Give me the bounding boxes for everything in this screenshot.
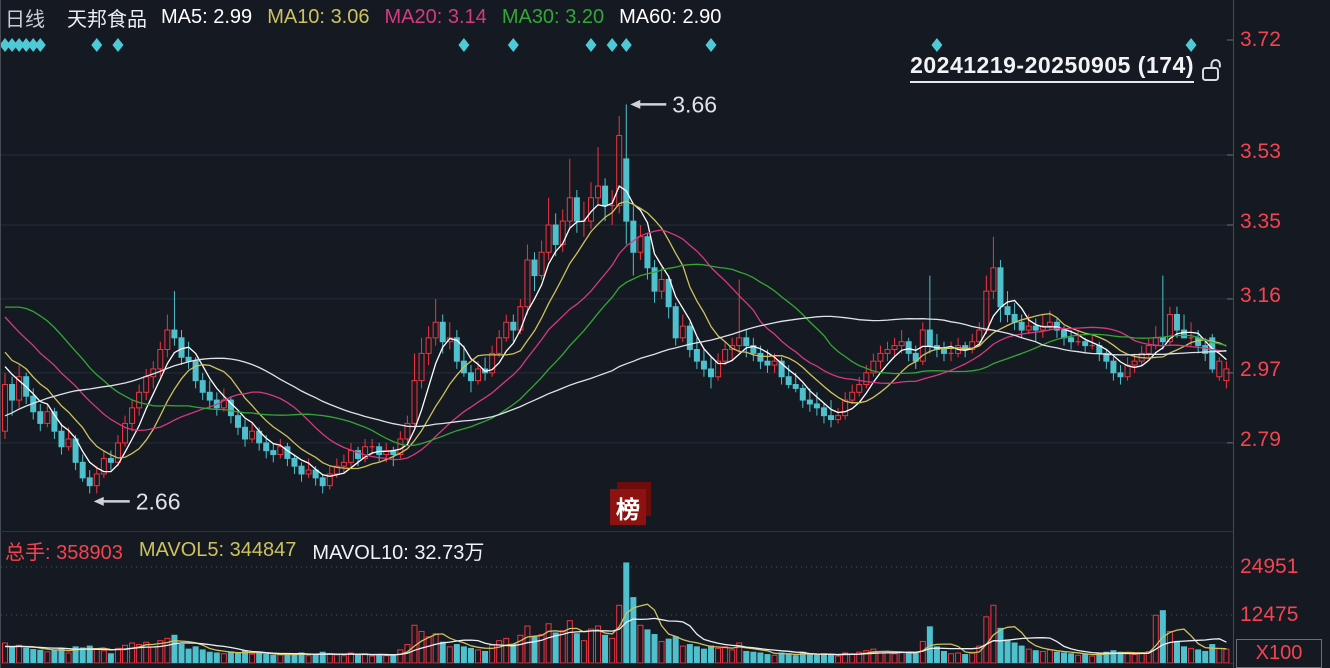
ma5-label: MA5: [161,5,208,28]
chart-header: 日线 天邦食品 MA5: 2.99 MA10: 3.06 MA20: 3.14 … [5,5,736,31]
total-volume-readout: 总手: 358903 [5,536,123,565]
mavol5-readout: MAVOL5: 344847 [139,539,297,562]
event-diamond-icon [91,38,103,52]
ma30-value: 3.20 [565,5,605,28]
ranking-badge[interactable]: 榜 [610,482,651,525]
ma30-readout: MA30: 3.20 [502,6,604,29]
price-axis-label: 3.16 [1240,283,1281,307]
mavol5-value: 344847 [229,538,297,561]
period-label[interactable]: 日线 [5,8,45,31]
ma-line-MA20 [4,229,1227,461]
event-diamond-icon [931,38,943,52]
ma5-readout: MA5: 2.99 [161,6,252,29]
event-diamond-icon [585,38,597,52]
ma20-readout: MA20: 3.14 [385,6,487,29]
volume-axis-label: 24951 [1240,555,1299,578]
event-diamond-icon [620,38,632,52]
total-volume-label: 总手: [5,541,51,564]
price-axis-label: 3.53 [1240,140,1281,163]
mavol-line-MAVOL10 [4,617,1227,656]
ma-lines [4,185,1227,477]
event-diamond-icon [606,38,618,52]
mavol10-readout: MAVOL10: 32.73万 [312,536,484,565]
mavol-lines [4,603,1227,656]
ma20-value: 3.14 [447,5,487,28]
pane-frame [0,0,1234,668]
total-volume-value: 358903 [56,541,123,564]
ma60-readout: MA60: 2.90 [619,6,721,29]
ma-line-MA5 [4,185,1227,477]
ma-line-MA30 [5,263,1227,447]
ma10-label: MA10: [267,5,325,28]
mavol10-label: MAVOL10: [312,541,409,564]
ma5-value: 2.99 [213,5,253,28]
stock-name[interactable]: 天邦食品 [67,8,147,31]
event-diamond-markers[interactable] [0,38,1197,52]
event-diamond-icon [1185,38,1197,52]
date-range-control[interactable]: 20241219-20250905 (174) [910,52,1224,83]
date-range-label[interactable]: 20241219-20250905 (174) [910,52,1194,83]
price-axis-label: 2.97 [1240,357,1281,381]
event-diamond-icon [34,38,46,52]
price-annotation-2.66: 2.66 [136,488,181,514]
price-axis-label: 3.35 [1240,210,1281,234]
volume-unit-box: X100 [1236,639,1322,668]
price-axis-label: 2.79 [1240,427,1281,451]
volume-header: 总手: 358903 MAVOL5: 344847 MAVOL10: 32.73… [5,536,484,565]
event-diamond-icon [27,38,39,52]
event-diamond-icon [112,38,124,52]
left-arrow-icon [93,496,104,506]
ma-line-MA10 [4,200,1227,470]
event-diamond-icon [507,38,519,52]
price-annotation-3.66: 3.66 [672,91,717,117]
ma30-label: MA30: [501,5,560,28]
ranking-badge-text[interactable]: 榜 [610,489,646,525]
unlock-icon[interactable] [1201,57,1224,82]
mavol5-label: MAVOL5: [138,538,225,561]
event-diamond-icon [458,38,470,52]
volume-axis-label: 12475 [1240,603,1299,626]
ma20-label: MA20: [384,5,443,28]
event-diamond-icon [0,38,11,52]
ma10-value: 3.06 [330,5,370,28]
event-diamond-icon [705,38,717,52]
ma-line-MA60 [4,315,1227,428]
mavol10-value: 32.73万 [414,541,485,564]
ma10-readout: MA10: 3.06 [267,6,369,29]
price-annotations: 3.66 2.66 [93,91,717,514]
event-diamond-icon [20,38,32,52]
ma60-value: 2.90 [682,5,722,28]
ma60-label: MA60: [619,5,677,28]
price-axis-label: 3.72 [1240,28,1281,51]
event-diamond-icon [13,38,25,52]
event-diamond-icon [6,38,18,52]
left-arrow-icon [630,99,641,109]
